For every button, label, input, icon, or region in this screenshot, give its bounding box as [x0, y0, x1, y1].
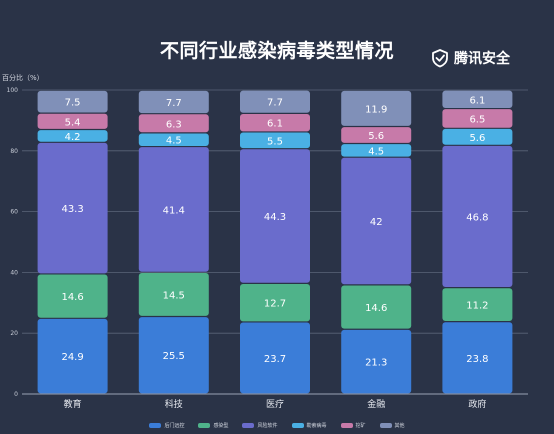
bar-segment — [341, 90, 412, 126]
data-label: 23.8 — [466, 354, 488, 365]
brand-name: 腾讯安全 — [454, 51, 510, 67]
x-tick-label: 科技 — [165, 398, 183, 410]
y-axis-ticks: 0 20 40 60 80 100 — [7, 87, 19, 398]
data-label: 24.9 — [61, 352, 83, 363]
bar-segment — [37, 113, 108, 129]
x-tick-label: 教育 — [64, 398, 82, 410]
data-label: 42 — [370, 217, 383, 228]
legend-label: 感染型 — [213, 423, 229, 429]
bar-segment — [442, 322, 513, 394]
data-label: 11.9 — [365, 104, 387, 115]
data-label: 43.3 — [61, 204, 83, 215]
x-tick-label: 政府 — [468, 398, 486, 410]
y-tick-label: 20 — [10, 330, 18, 337]
bar-segment — [240, 283, 310, 322]
data-label: 7.7 — [166, 98, 182, 109]
x-tick-label: 金融 — [367, 398, 385, 410]
y-tick-label: 40 — [10, 269, 18, 276]
bars: 24.9 14.6 43.3 4.2 5.4 7.5 25.5 14.5 41.4 4.5 6.3 7… — [37, 90, 513, 394]
chart-title: 不同行业感染病毒类型情况 — [159, 40, 394, 62]
data-label: 25.5 — [163, 351, 185, 362]
data-label: 44.3 — [264, 212, 286, 223]
data-label: 5.5 — [267, 136, 283, 147]
data-label: 23.7 — [264, 354, 286, 365]
bar-segment — [341, 127, 412, 143]
data-label: 4.5 — [368, 146, 384, 157]
bar-segment — [341, 144, 412, 157]
bar-segment — [37, 318, 108, 394]
data-label: 6.1 — [267, 119, 283, 130]
bar-segment — [240, 90, 310, 113]
bar-segment — [37, 130, 108, 142]
legend-swatch — [149, 423, 162, 428]
data-label: 14.6 — [365, 303, 387, 314]
data-label: 5.6 — [368, 131, 384, 142]
legend-item[interactable]: 勒索病毒 — [291, 422, 327, 429]
bar-segment — [240, 322, 310, 394]
bar-segment — [138, 133, 209, 146]
bar-segment — [442, 109, 513, 128]
bar-segment — [341, 285, 412, 329]
legend-label: 其他 — [394, 423, 405, 429]
legend-item[interactable]: 后门远控 — [149, 422, 184, 429]
legend-label: 风险软件 — [257, 423, 278, 429]
bar-segment — [138, 90, 209, 114]
y-tick-label: 100 — [7, 87, 19, 94]
x-axis-ticks: 教育 科技 医疗 金融 政府 — [64, 398, 487, 410]
x-tick-label: 医疗 — [266, 398, 284, 410]
legend-swatch — [291, 423, 304, 428]
data-label: 6.5 — [469, 114, 485, 125]
legend-swatch — [379, 423, 392, 428]
data-label: 14.6 — [61, 292, 83, 303]
legend-swatch — [198, 423, 211, 428]
bar-segment — [37, 90, 108, 113]
data-label: 21.3 — [365, 358, 387, 369]
data-label: 12.7 — [264, 299, 286, 310]
y-tick-label: 60 — [10, 209, 18, 216]
y-tick-label: 0 — [14, 391, 18, 398]
bar-segment — [442, 128, 513, 145]
legend-swatch — [340, 423, 353, 428]
bar-segment — [138, 114, 209, 133]
bar-segment — [240, 132, 310, 149]
legend: 后门远控 感染型 风险软件 勒索病毒 挖矿 其他 — [0, 422, 554, 429]
legend-label: 后门远控 — [164, 423, 185, 429]
bar-segment — [138, 147, 209, 272]
legend-label: 挖矿 — [355, 423, 366, 429]
data-label: 7.7 — [267, 98, 283, 109]
legend-item[interactable]: 挖矿 — [340, 422, 366, 429]
data-label: 4.2 — [65, 132, 81, 143]
legend-label: 勒索病毒 — [306, 423, 327, 429]
bar-segment — [442, 145, 513, 287]
bar-segment — [37, 274, 108, 318]
data-label: 5.6 — [469, 133, 485, 144]
legend-item[interactable]: 感染型 — [198, 422, 228, 429]
bar-segment — [341, 157, 412, 285]
data-label: 6.1 — [469, 95, 485, 106]
data-label: 11.2 — [466, 301, 488, 312]
data-label: 14.5 — [163, 290, 185, 301]
bar-segment — [240, 149, 310, 283]
data-label: 7.5 — [65, 98, 81, 109]
bar-segment — [138, 273, 209, 316]
bar-segment — [442, 288, 513, 322]
bar-segment — [341, 329, 412, 394]
bar-segment — [138, 317, 209, 394]
legend-item[interactable]: 风险软件 — [242, 422, 278, 429]
legend-item[interactable]: 其他 — [379, 422, 405, 429]
data-label: 5.4 — [65, 117, 81, 128]
bar-segment — [37, 142, 108, 274]
brand-logo: 腾讯安全 — [430, 48, 510, 68]
data-label: 46.8 — [466, 212, 488, 223]
data-label: 6.3 — [166, 119, 182, 130]
bar-segment — [240, 114, 310, 132]
y-axis-label: 百分比（%） — [2, 74, 44, 82]
y-tick-label: 80 — [10, 148, 18, 155]
data-label: 4.5 — [166, 136, 182, 147]
data-label: 41.4 — [163, 205, 185, 216]
bar-segment — [442, 90, 513, 108]
legend-swatch — [242, 423, 255, 428]
tencent-security-shield-icon — [432, 49, 448, 68]
